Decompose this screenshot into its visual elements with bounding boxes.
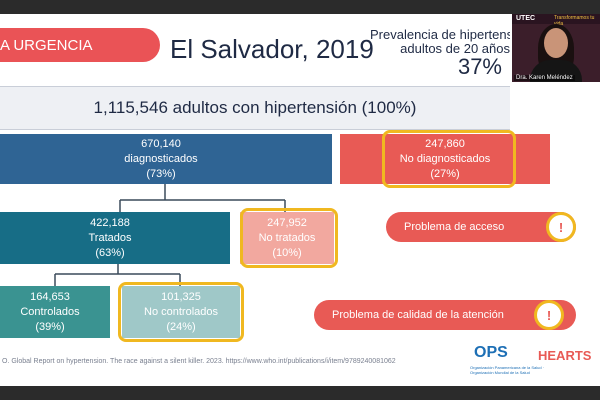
not-diagnosed-value: 247,860 xyxy=(425,137,465,150)
diagnosed-pct: (73%) xyxy=(146,167,176,180)
access-problem-pill: Problema de acceso xyxy=(386,212,576,242)
urgency-banner: A URGENCIA xyxy=(0,28,160,62)
slide: A URGENCIA El Salvador, 2019 Prevalencia… xyxy=(0,14,600,386)
quality-problem-pill: Problema de calidad de la atención xyxy=(314,300,576,330)
controlled-value: 164,653 xyxy=(30,290,70,303)
slide-title: El Salvador, 2019 xyxy=(170,34,374,64)
not-diagnosed-pct: (27%) xyxy=(430,167,460,180)
not-controlled-label: No controlados xyxy=(144,305,218,318)
utec-logo: UTEC xyxy=(516,15,536,22)
tree-connectors xyxy=(54,184,286,286)
prevalence-line-1: Prevalencia de hipertensi xyxy=(370,28,510,42)
warning-icon: ! xyxy=(546,212,576,242)
not-treated-pct: (10%) xyxy=(272,246,302,259)
not-treated-label: No tratados xyxy=(258,231,316,244)
quality-problem-label: Problema de calidad de la atención xyxy=(332,309,504,321)
ops-logo-subtitle: Organización Panamericana de la Salud · … xyxy=(470,365,545,375)
treated-box: 422,188 Tratados (63%) xyxy=(0,212,230,264)
total-adults-box: 1,115,546 adultos con hipertensión (100%… xyxy=(0,86,510,130)
access-problem-label: Problema de acceso xyxy=(404,221,505,233)
not-diagnosed-highlight xyxy=(382,130,516,188)
treated-pct: (63%) xyxy=(95,246,125,259)
not-diagnosed-label: No diagnosticados xyxy=(399,152,491,165)
not-treated-box: 247,952 No tratados (10%) xyxy=(240,212,334,264)
webcam-header xyxy=(512,14,600,24)
source-citation: O. Global Report on hypertension. The ra… xyxy=(2,358,396,365)
hearts-logo: HEARTS xyxy=(538,348,592,363)
prevalence-label: Prevalencia de hipertensi adultos de 20 … xyxy=(370,28,510,56)
not-controlled-pct: (24%) xyxy=(166,320,196,333)
ops-logo: OPS xyxy=(474,344,508,361)
controlled-pct: (39%) xyxy=(35,320,65,333)
not-controlled-highlight xyxy=(118,282,244,342)
diagnosed-box: 670,140 diagnosticados (73%) xyxy=(0,134,332,184)
diagnosed-value: 670,140 xyxy=(141,137,181,150)
webcam-overlay: UTEC Transformamos tu vida Dra. Karen Me… xyxy=(512,14,600,82)
controlled-box: 164,653 Controlados (39%) xyxy=(0,286,110,338)
speaker-face xyxy=(544,28,568,58)
not-treated-value: 247,952 xyxy=(267,216,307,229)
prevalence-line-2: adultos de 20 años xyxy=(400,41,510,56)
not-treated-highlight xyxy=(240,208,338,268)
treated-label: Tratados xyxy=(88,231,132,244)
not-controlled-value: 101,325 xyxy=(161,290,201,303)
not-controlled-box: 101,325 No controlados (24%) xyxy=(122,286,240,338)
controlled-label: Controlados xyxy=(20,305,80,318)
diagnosed-label: diagnosticados xyxy=(124,152,198,165)
warning-icon: ! xyxy=(534,300,564,330)
speaker-name: Dra. Karen Meléndez xyxy=(514,75,575,81)
prevalence-value: 37% xyxy=(457,54,502,79)
treated-value: 422,188 xyxy=(90,216,130,229)
